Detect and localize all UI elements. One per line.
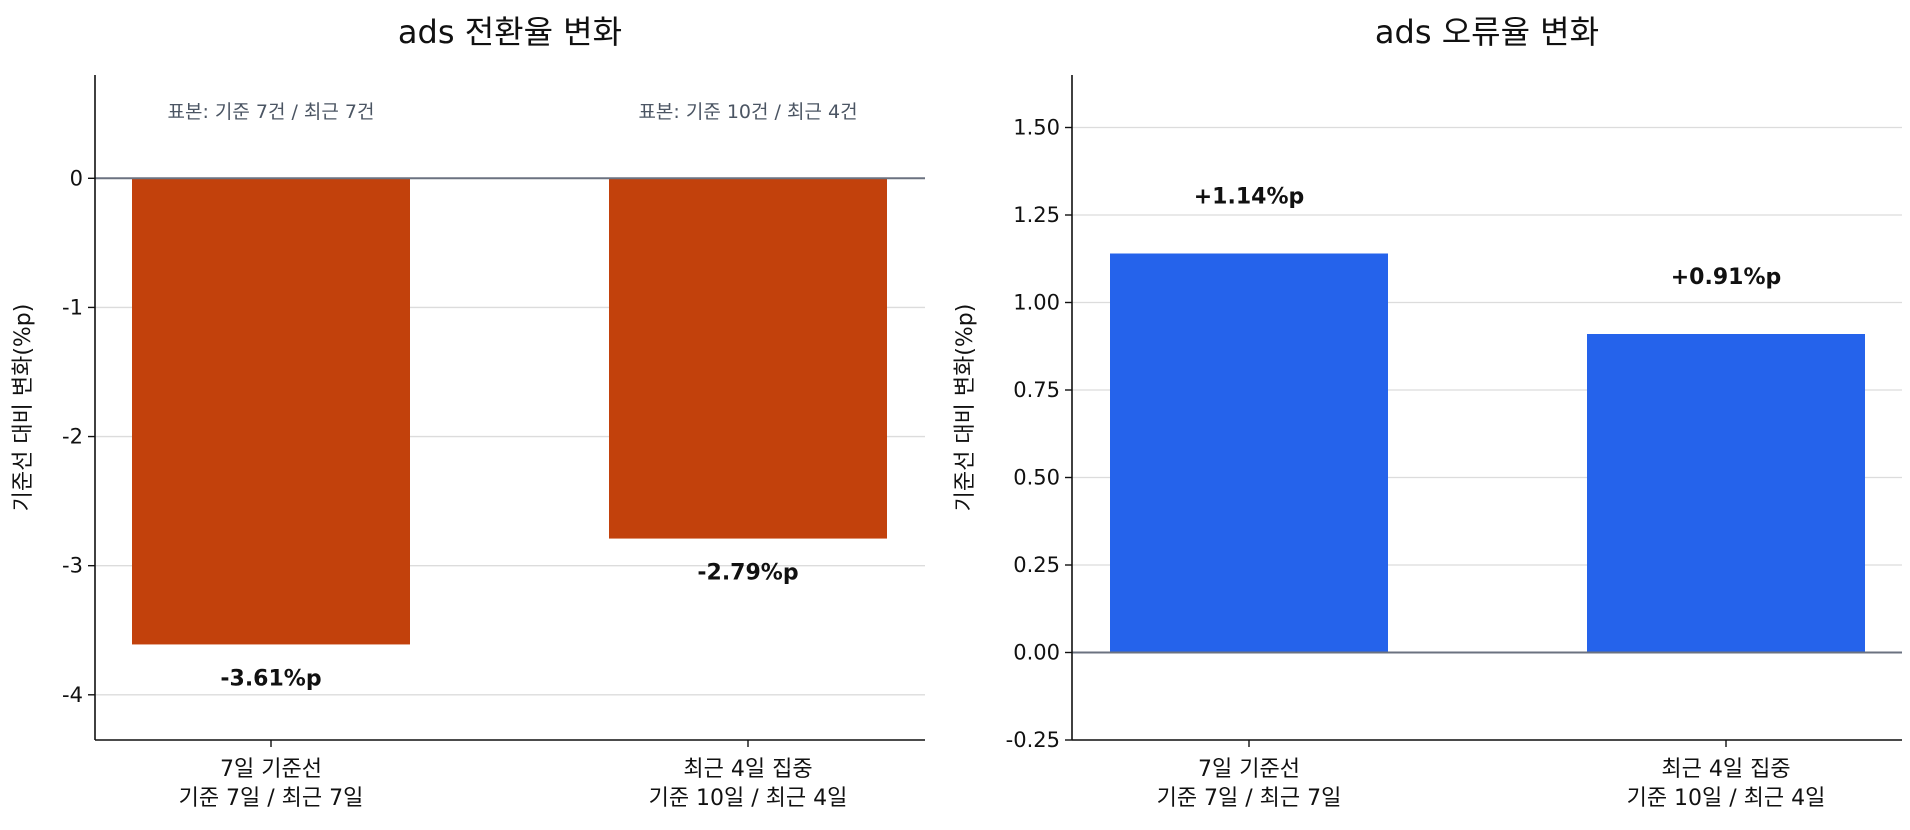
y-tick-label: -3 [62,554,83,578]
y-tick-label: -0.25 [1006,728,1060,752]
x-category-label-line: 기준 10일 / 최근 4일 [1627,786,1826,811]
x-category-label-line: 기준 7일 / 최근 7일 [1157,786,1342,811]
x-category-label-line: 최근 4일 집중 [1661,757,1790,782]
y-tick-label: 0.00 [1013,641,1060,665]
y-tick-label: 0 [70,166,83,190]
y-axis-label: 기준선 대비 변화(%p) [11,304,36,512]
sample-note: 표본: 기준 10건 / 최근 4건 [638,101,857,123]
y-tick-label: -2 [62,425,83,449]
bar [609,178,887,539]
x-category-label-line: 기준 10일 / 최근 4일 [649,786,848,811]
bar [1110,253,1388,653]
x-category-label-line: 7일 기준선 [1198,757,1300,782]
data-label: +1.14%p [1194,185,1305,210]
y-tick-label: 1.00 [1013,291,1060,315]
y-tick-label: 0.50 [1013,466,1060,490]
x-category-label-line: 최근 4일 집중 [683,757,812,782]
chart-title: ads 오류율 변화 [1375,13,1599,51]
x-category-label-line: 7일 기준선 [220,757,322,782]
data-label: -3.61%p [220,666,321,691]
y-tick-label: -4 [62,683,83,707]
y-tick-label: 1.50 [1013,116,1060,140]
x-category-label-line: 기준 7일 / 최근 7일 [179,786,364,811]
bar [1587,334,1865,653]
sample-note: 표본: 기준 7건 / 최근 7건 [167,101,374,123]
data-label: +0.91%p [1671,265,1782,290]
bar [132,178,410,645]
y-tick-label: -1 [62,295,83,319]
chart-title: ads 전환율 변화 [398,13,622,51]
data-label: -2.79%p [697,561,798,586]
y-tick-label: 0.25 [1013,553,1060,577]
y-tick-label: 0.75 [1013,378,1060,402]
y-axis-label: 기준선 대비 변화(%p) [953,304,978,512]
y-tick-label: 1.25 [1013,203,1060,227]
